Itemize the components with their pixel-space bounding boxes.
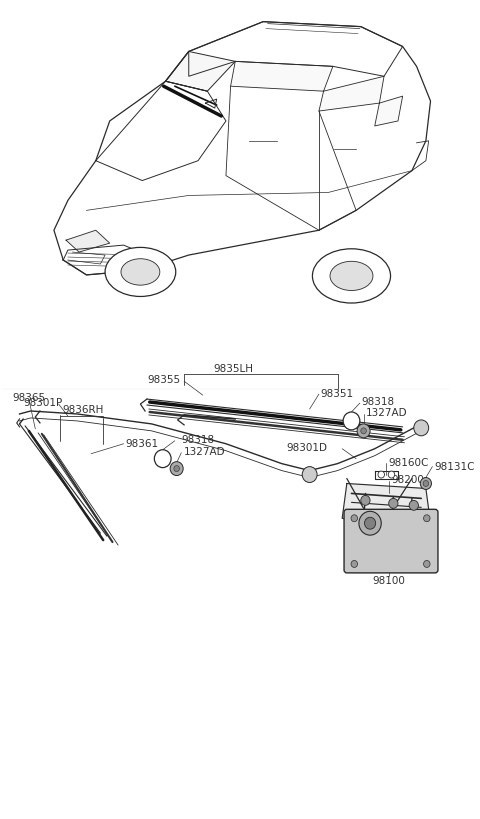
Text: 98365: 98365 [12, 392, 45, 403]
Text: 98301P: 98301P [23, 397, 62, 408]
Circle shape [361, 428, 366, 434]
Text: 98318: 98318 [181, 434, 215, 444]
Circle shape [359, 512, 381, 536]
Polygon shape [66, 231, 110, 253]
Circle shape [351, 515, 358, 522]
Circle shape [423, 481, 429, 486]
Circle shape [378, 472, 384, 478]
FancyBboxPatch shape [344, 509, 438, 573]
Polygon shape [230, 62, 333, 92]
Circle shape [170, 462, 183, 476]
Ellipse shape [312, 250, 391, 304]
Circle shape [302, 467, 317, 483]
Circle shape [351, 561, 358, 568]
Circle shape [343, 413, 360, 430]
Text: 98200: 98200 [392, 474, 424, 484]
Ellipse shape [121, 260, 160, 286]
Circle shape [420, 478, 432, 490]
Text: 98100: 98100 [372, 575, 405, 585]
Polygon shape [375, 97, 403, 127]
Polygon shape [342, 484, 431, 531]
Circle shape [364, 518, 376, 530]
Circle shape [414, 420, 429, 437]
Circle shape [357, 424, 370, 438]
Circle shape [409, 500, 419, 511]
Text: 9836RH: 9836RH [62, 405, 104, 414]
Text: 98160C: 98160C [389, 457, 429, 467]
Circle shape [423, 561, 430, 568]
Circle shape [174, 466, 180, 472]
Polygon shape [319, 77, 384, 112]
Ellipse shape [105, 248, 176, 297]
Text: 9835LH: 9835LH [214, 364, 253, 373]
Text: 98351: 98351 [321, 389, 354, 399]
Text: 1327AD: 1327AD [184, 446, 226, 456]
Polygon shape [166, 52, 235, 92]
Text: 98355: 98355 [147, 375, 180, 385]
Circle shape [388, 472, 395, 478]
Circle shape [423, 515, 430, 522]
Text: 1327AD: 1327AD [365, 408, 407, 418]
Text: 98361: 98361 [126, 438, 159, 448]
Circle shape [155, 450, 171, 468]
Circle shape [361, 495, 370, 505]
Text: 98131C: 98131C [434, 461, 475, 471]
Circle shape [389, 499, 398, 509]
Ellipse shape [330, 262, 373, 291]
Text: 98301D: 98301D [287, 442, 327, 452]
Text: 98318: 98318 [362, 396, 395, 406]
